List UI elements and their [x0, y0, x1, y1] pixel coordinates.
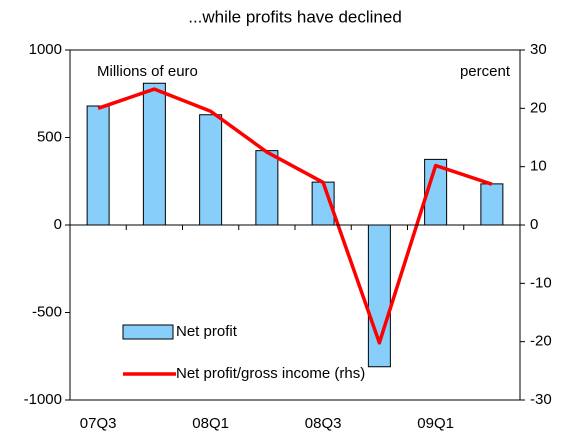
y2-tick-label: 30 — [530, 41, 547, 58]
legend-swatch — [122, 324, 174, 340]
x-tick-label: 09Q1 — [417, 415, 454, 432]
legend-label: Net profit — [176, 323, 238, 340]
y2-tick-label: -10 — [530, 274, 552, 291]
y-tick-label: -1000 — [24, 391, 62, 408]
y2-tick-label: 10 — [530, 158, 547, 175]
y2-tick-label: -30 — [530, 391, 552, 408]
y2-tick-label: 0 — [530, 216, 538, 233]
y2-axis-label: percent — [460, 63, 511, 80]
bar — [86, 105, 110, 226]
bar — [367, 224, 391, 368]
y-axis-label: Millions of euro — [97, 63, 198, 80]
x-tick-label: 08Q3 — [305, 415, 342, 432]
y-tick-label: 1000 — [29, 41, 62, 58]
bar — [255, 150, 279, 226]
y-tick-label: 500 — [37, 128, 62, 145]
y2-tick-label: -20 — [530, 333, 552, 350]
chart-title: ...while profits have declined — [188, 7, 402, 26]
y2-tick-label: 20 — [530, 99, 547, 116]
x-tick-label: 08Q1 — [192, 415, 229, 432]
y-tick-label: 0 — [54, 216, 62, 233]
bar — [142, 82, 166, 226]
x-tick-label: 07Q3 — [80, 415, 117, 432]
bar — [199, 114, 223, 226]
line — [97, 87, 493, 345]
y-tick-label: -500 — [32, 303, 62, 320]
legend-label: Net profit/gross income (rhs) — [176, 365, 365, 382]
bar — [480, 183, 504, 226]
